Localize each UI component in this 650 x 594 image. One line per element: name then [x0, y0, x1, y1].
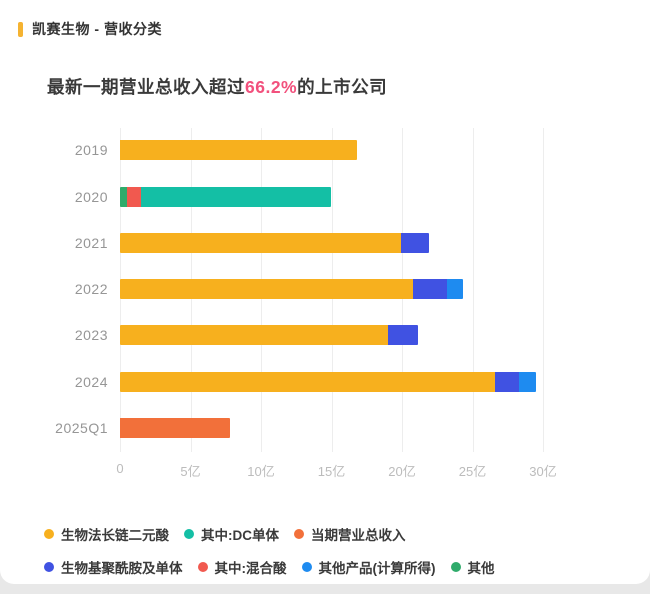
y-axis-category-label: 2019	[74, 142, 108, 158]
bar-segment[interactable]	[120, 418, 230, 438]
chart-title-suffix: 的上市公司	[297, 77, 388, 97]
x-axis-tick-label: 15亿	[317, 464, 346, 479]
bar-segment[interactable]	[400, 233, 429, 253]
bar-segment[interactable]	[120, 187, 128, 207]
legend-item[interactable]: 其中:混合酸	[197, 557, 287, 577]
bar-segment[interactable]	[519, 372, 536, 392]
legend-dot-icon	[44, 562, 54, 572]
legend-label: 生物法长链二元酸	[61, 528, 169, 543]
legend-item[interactable]: 生物基聚酰胺及单体	[44, 557, 183, 577]
y-axis-category-label: 2025Q1	[55, 420, 108, 436]
bar-segment[interactable]	[387, 325, 418, 345]
bar-segment[interactable]	[120, 140, 357, 160]
legend-dot-icon	[294, 529, 304, 539]
chart-title-prefix: 最新一期营业总收入超过	[47, 77, 245, 97]
bar-segment[interactable]	[120, 233, 401, 253]
bar-segment[interactable]	[447, 279, 463, 299]
card-header: 凯赛生物 - 营收分类	[18, 19, 162, 39]
x-axis-tick-label: 30亿	[529, 464, 557, 479]
bar-segment[interactable]	[127, 187, 142, 207]
legend-label: 当期营业总收入	[311, 528, 406, 543]
legend-label: 其中:DC单体	[201, 528, 279, 543]
legend-row: 生物基聚酰胺及单体 其中:混合酸 其他产品(计算所得) 其他	[44, 557, 624, 577]
y-axis-category-label: 2020	[74, 189, 108, 205]
x-axis-tick-label: 5亿	[180, 464, 201, 479]
legend-label: 其他产品(计算所得)	[318, 561, 436, 576]
legend-label: 生物基聚酰胺及单体	[61, 561, 183, 576]
legend: 生物法长链二元酸 其中:DC单体 当期营业总收入生物基聚酰胺及单体 其中:混合酸 其他产…	[44, 524, 624, 590]
legend-dot-icon	[184, 529, 194, 539]
page-title: 凯赛生物 - 营收分类	[32, 21, 162, 37]
y-axis-category-label: 2024	[74, 374, 108, 390]
bar-2022[interactable]	[120, 279, 463, 299]
bar-2023[interactable]	[120, 325, 418, 345]
bar-segment[interactable]	[495, 372, 520, 392]
bar-segment[interactable]	[120, 325, 388, 345]
legend-item[interactable]: 当期营业总收入	[294, 524, 406, 544]
bar-2019[interactable]	[120, 140, 357, 160]
legend-row: 生物法长链二元酸 其中:DC单体 当期营业总收入	[44, 524, 624, 544]
x-axis-tick-label: 10亿	[247, 464, 275, 479]
legend-item[interactable]: 其他	[450, 557, 495, 577]
bar-2020[interactable]	[120, 187, 332, 207]
legend-dot-icon	[44, 529, 54, 539]
y-axis-category-label: 2023	[74, 327, 108, 343]
bar-2024[interactable]	[120, 372, 536, 392]
y-axis-category-label: 2021	[74, 235, 108, 251]
bar-2025Q1[interactable]	[120, 418, 230, 438]
legend-item[interactable]: 其他产品(计算所得)	[301, 557, 436, 577]
chart-title: 最新一期营业总收入超过66.2%的上市公司	[47, 74, 387, 99]
gridline	[472, 128, 474, 452]
legend-dot-icon	[450, 562, 461, 572]
legend-item[interactable]: 其中:DC单体	[184, 524, 279, 544]
legend-dot-icon	[301, 562, 312, 572]
bar-segment[interactable]	[141, 187, 332, 207]
gridline	[543, 128, 544, 452]
chart-title-highlight: 66.2%	[245, 77, 298, 97]
bar-segment[interactable]	[120, 279, 414, 299]
legend-item[interactable]: 生物法长链二元酸	[44, 524, 169, 544]
x-axis-tick-label: 0	[116, 461, 124, 476]
bar-segment[interactable]	[120, 372, 496, 392]
bar-2021[interactable]	[120, 233, 429, 253]
accent-bar-icon	[18, 21, 23, 37]
legend-label: 其他	[467, 561, 495, 576]
legend-label: 其中:混合酸	[214, 561, 287, 576]
legend-dot-icon	[197, 562, 208, 572]
y-axis-category-label: 2022	[74, 281, 108, 297]
x-axis-tick-label: 25亿	[458, 464, 487, 479]
bar-segment[interactable]	[413, 279, 448, 299]
x-axis-tick-label: 20亿	[388, 464, 416, 479]
